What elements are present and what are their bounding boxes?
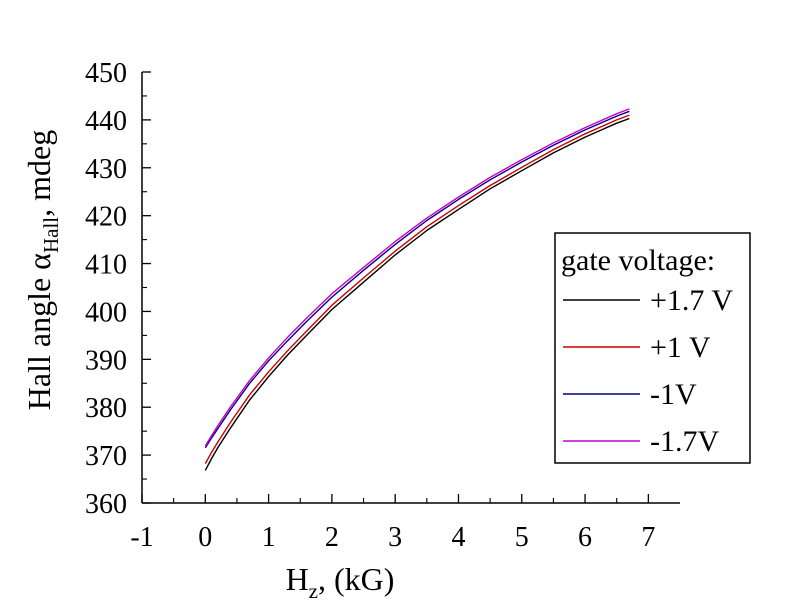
- x-tick-label: -1: [130, 522, 153, 553]
- legend: gate voltage: +1.7 V +1 V -1V -1.7V: [554, 232, 751, 464]
- series-line-3: [204, 108, 630, 447]
- legend-items: +1.7 V +1 V -1V -1.7V: [563, 284, 733, 458]
- x-tick-label: 0: [198, 522, 212, 553]
- series-line-0: [204, 117, 630, 471]
- y-axis-label-main: Hall angle α: [21, 253, 57, 410]
- x-tick-label: 6: [578, 522, 592, 553]
- y-tick-label: 450: [85, 58, 127, 89]
- y-tick-label: 420: [85, 202, 127, 233]
- y-tick-label: 410: [85, 250, 127, 281]
- x-axis-label-main: H: [286, 561, 309, 597]
- legend-label-3: -1.7V: [650, 425, 719, 458]
- y-tick-label: 440: [85, 106, 127, 137]
- ticks: -1 0 1 2 3 4 5 6 7 360 370 380 390 400 410 420 430 440 450: [85, 58, 655, 553]
- y-tick-label: 390: [85, 345, 127, 376]
- y-tick-label: 380: [85, 393, 127, 424]
- legend-label-2: -1V: [650, 378, 697, 411]
- x-axis-label: Hz, (kG): [286, 561, 395, 603]
- x-axis-label-sub: z: [309, 579, 318, 603]
- x-tick-label: 3: [388, 522, 402, 553]
- x-tick-label: 5: [515, 522, 529, 553]
- y-axis-label: Hall angle αHall, mdeg: [21, 130, 63, 410]
- legend-label-1: +1 V: [650, 331, 711, 364]
- y-tick-label: 430: [85, 154, 127, 185]
- series-line-1: [204, 114, 630, 465]
- legend-box: [554, 232, 751, 464]
- y-axis-label-sub: Hall: [39, 217, 63, 253]
- x-tick-label: 4: [451, 522, 465, 553]
- x-tick-label: 2: [325, 522, 339, 553]
- y-tick-label: 360: [85, 489, 127, 520]
- legend-title: gate voltage:: [561, 244, 715, 277]
- series-line-2: [204, 110, 630, 449]
- y-tick-label: 370: [85, 441, 127, 472]
- x-axis-label-rest: , (kG): [318, 561, 394, 597]
- y-tick-label: 400: [85, 297, 127, 328]
- x-tick-label: 1: [262, 522, 276, 553]
- series-layer: [204, 108, 630, 471]
- legend-label-0: +1.7 V: [650, 284, 733, 317]
- y-axis-label-rest: , mdeg: [21, 130, 57, 217]
- x-tick-label: 7: [641, 522, 655, 553]
